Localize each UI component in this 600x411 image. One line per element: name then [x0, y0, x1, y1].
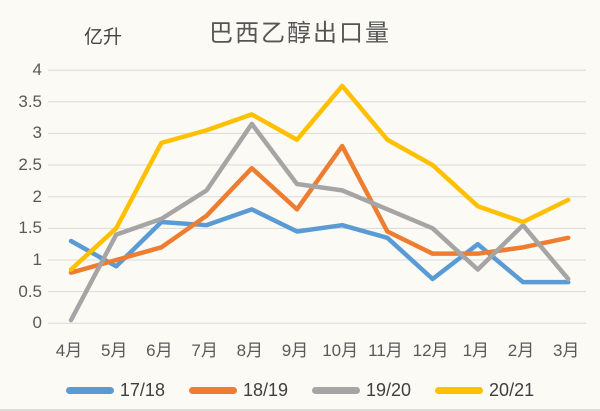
x-tick-label: 5月 — [100, 341, 128, 360]
series-line-17-18 — [68, 207, 571, 285]
series-line-18-19 — [68, 143, 571, 275]
legend-marker-icon — [435, 387, 484, 394]
legend-label: 20/21 — [489, 380, 535, 400]
y-tick-label: 3 — [32, 123, 42, 143]
legend-label: 17/18 — [119, 380, 165, 400]
legend-marker-icon — [312, 387, 360, 394]
chart-legend: 17/18 18/19 19/20 20/21 — [0, 380, 600, 401]
series-line-20-21 — [68, 83, 571, 272]
legend-label: 19/20 — [366, 380, 412, 400]
y-tick-label: 4 — [32, 60, 42, 80]
x-tick-label: 6月 — [146, 341, 173, 360]
y-axis-unit-label: 亿升 — [84, 27, 123, 48]
y-tick-label: 2 — [32, 186, 42, 206]
x-tick-label: 9月 — [281, 341, 309, 360]
legend-item-19-20: 19/20 — [312, 380, 411, 401]
chart-title: 巴西乙醇出口量 — [209, 21, 391, 47]
legend-label: 18/19 — [242, 380, 288, 400]
y-tick-label: 1 — [32, 250, 42, 269]
x-tick-label: 2月 — [507, 341, 535, 360]
x-tick-label: 10月 — [322, 341, 359, 360]
y-tick-label: 3.5 — [18, 91, 42, 111]
y-tick-label: 2.5 — [18, 155, 42, 175]
y-tick-label: 0 — [32, 313, 42, 333]
legend-item-18-19: 18/19 — [188, 380, 288, 401]
legend-item-17-18: 17/18 — [65, 380, 165, 401]
y-tick-label: 1.5 — [18, 218, 42, 238]
x-tick-label: 7月 — [191, 341, 218, 360]
y-tick-label: 0.5 — [18, 281, 42, 301]
x-tick-label: 11月 — [368, 341, 403, 360]
x-tick-label: 1月 — [462, 341, 490, 360]
legend-item-20-21: 20/21 — [435, 380, 534, 401]
x-tick-label: 4月 — [55, 341, 83, 360]
x-tick-label: 3月 — [552, 341, 580, 360]
x-tick-label: 12月 — [412, 341, 449, 360]
x-tick-label: 8月 — [236, 341, 264, 360]
series-line-19-20 — [68, 121, 571, 323]
legend-marker-icon — [65, 387, 114, 394]
legend-marker-icon — [188, 387, 237, 394]
